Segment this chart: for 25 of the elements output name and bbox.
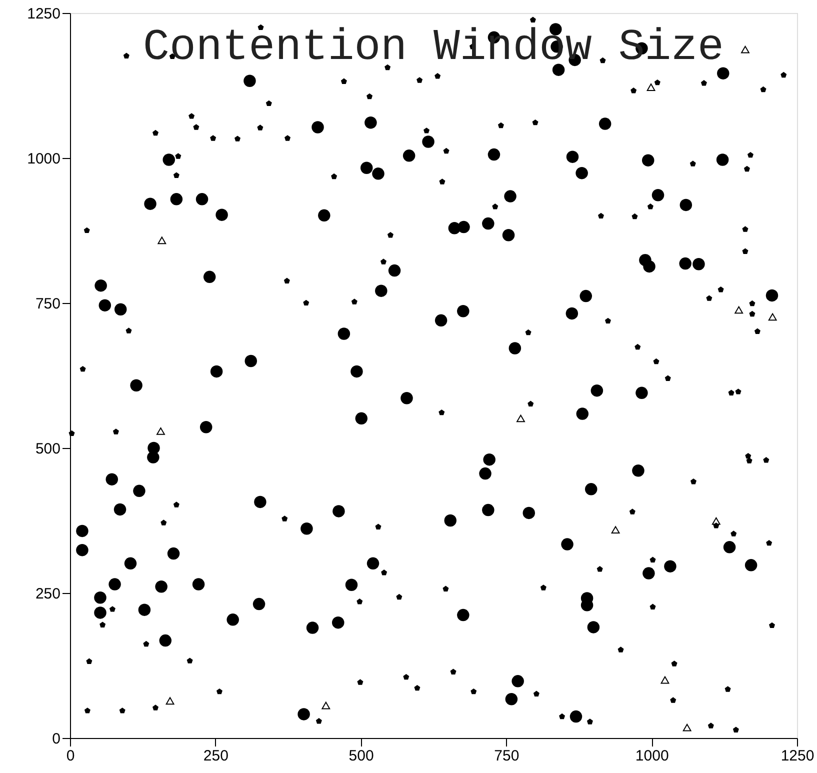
point [741,46,750,54]
point [682,724,692,732]
y-tick-label: 250 [35,586,60,602]
x-tick-label: 1250 [780,748,814,764]
point [516,414,525,422]
x-tick-label: 0 [66,748,75,764]
y-tick-label: 500 [35,440,60,458]
point [158,236,166,244]
x-tick-label: 1000 [635,748,669,764]
x-tick-label: 500 [348,748,374,764]
y-tick-label: 1250 [27,6,60,22]
y-tick-label: 0 [52,730,60,748]
y-tick-label: 750 [35,296,60,312]
y-tick-label: 1000 [27,150,60,168]
point [734,306,744,314]
x-tick-label: 250 [203,748,228,764]
point [611,526,620,534]
point [646,84,656,91]
x-tick-label: 750 [494,748,520,764]
point [166,697,174,705]
point [660,676,670,684]
point [712,517,720,525]
point [156,427,165,435]
point [322,702,330,710]
point [768,313,777,321]
